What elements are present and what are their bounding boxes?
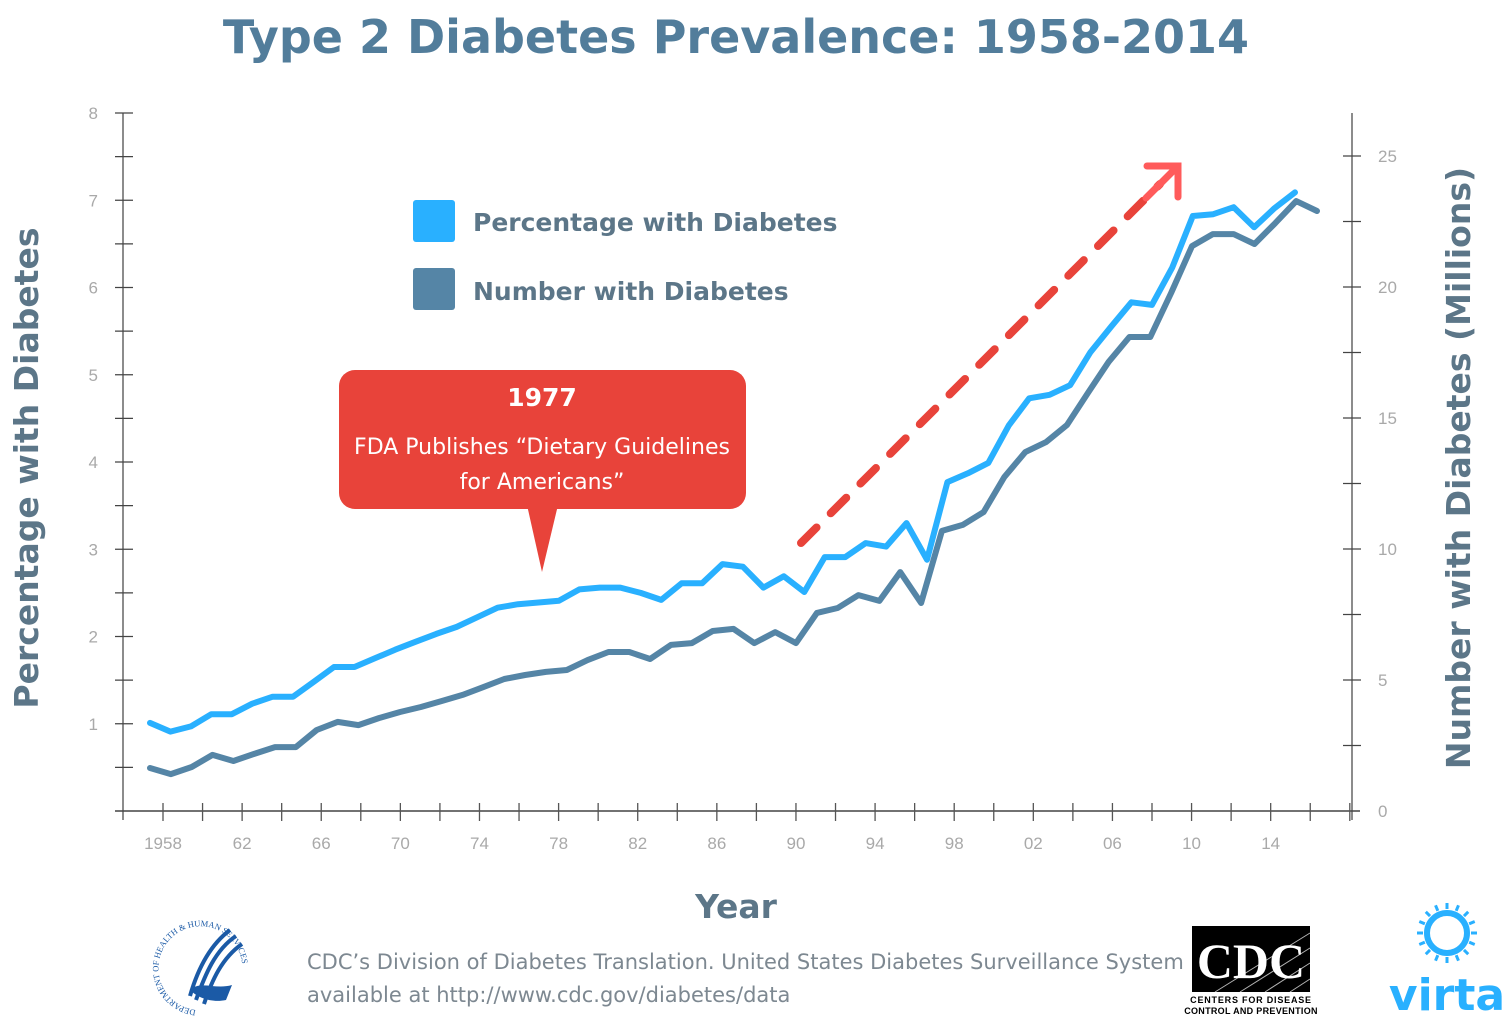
sun-ray (1424, 910, 1432, 918)
x-tick-label: 98 (945, 834, 964, 853)
y-left-tick-label: 8 (89, 104, 98, 123)
y-right-tick-labels: 0 5 10 15 20 25 (1378, 147, 1397, 821)
cdc-logo-sub2: CONTROL AND PREVENTION (1184, 1006, 1318, 1016)
callout-year: 1977 (507, 383, 577, 412)
x-tick-label: 06 (1103, 834, 1122, 853)
x-tick-label: 74 (470, 834, 489, 853)
y-left-tick-labels: 1 2 3 4 5 6 7 8 (89, 104, 98, 734)
callout-text-line2: for Americans” (460, 470, 625, 495)
x-tick-label: 66 (312, 834, 331, 853)
x-tick-labels: 1958 62 66 70 74 78 82 86 90 94 98 02 06 10 14 (144, 834, 1280, 853)
trend-arrow (797, 162, 1182, 547)
annotation-callout: 1977 FDA Publishes “Dietary Guidelines f… (339, 370, 746, 572)
legend-swatch-number (413, 268, 455, 310)
y-right-tick-label: 0 (1378, 802, 1387, 821)
cdc-logo-box (1192, 926, 1310, 992)
axes (115, 112, 1361, 821)
x-tick-label: 82 (628, 834, 647, 853)
cdc-logo-sub1: CENTERS FOR DISEASE (1190, 995, 1312, 1005)
source-line-2: available at http://www.cdc.gov/diabetes… (307, 983, 790, 1007)
y-right-tick-label: 25 (1378, 147, 1397, 166)
y-left-tick-label: 1 (89, 715, 98, 734)
virta-sun-icon (1417, 903, 1477, 963)
x-tick-label: 86 (707, 834, 726, 853)
y-right-tick-label: 5 (1378, 671, 1387, 690)
legend: Percentage with Diabetes Number with Dia… (413, 200, 838, 310)
y-right-tick-label: 20 (1378, 278, 1397, 297)
series-line-number (147, 198, 1320, 778)
sun-ray (1454, 904, 1460, 912)
y-right-tick-label: 15 (1378, 409, 1397, 428)
cdc-logo: CDC CENTERS FOR DISEASE CONTROL AND PREV… (1184, 926, 1318, 1016)
y-left-tick-label: 4 (89, 453, 98, 472)
source-line-1: CDC’s Division of Diabetes Translation. … (307, 950, 1184, 974)
sun-ray (1454, 954, 1460, 962)
cdc-logo-text: CDC (1197, 933, 1305, 989)
x-axis-label: Year (694, 887, 778, 926)
sun-ray (1468, 920, 1476, 926)
y-left-tick-label: 7 (89, 191, 98, 210)
virta-logo: virta (1389, 903, 1503, 1016)
y-left-tick-label: 3 (89, 540, 98, 559)
x-tick-label: 62 (233, 834, 252, 853)
legend-swatch-percentage (413, 200, 455, 242)
callout-text-line1: FDA Publishes “Dietary Guidelines (354, 435, 730, 460)
x-tick-label: 02 (1024, 834, 1043, 853)
y-right-axis-label: Number with Diabetes (Millions) (1439, 167, 1478, 769)
x-tick-label: 14 (1261, 834, 1280, 853)
x-tick-label: 10 (1182, 834, 1201, 853)
sun-ray (1424, 948, 1432, 956)
x-tick-label: 94 (866, 834, 885, 853)
sun-ray (1434, 954, 1440, 962)
legend-label-number: Number with Diabetes (473, 277, 789, 306)
sun-ray (1462, 948, 1470, 956)
sun-ray (1418, 940, 1426, 946)
series-lines (147, 189, 1320, 778)
chart-title: Type 2 Diabetes Prevalence: 1958-2014 (223, 10, 1249, 64)
y-left-tick-label: 6 (89, 279, 98, 298)
y-right-tick-label: 10 (1378, 540, 1397, 559)
x-tick-label: 78 (549, 834, 568, 853)
virta-logo-text: virta (1389, 970, 1503, 1016)
x-tick-label: 1958 (144, 834, 182, 853)
x-tick-label: 90 (786, 834, 805, 853)
trend-arrow-dashed-line (797, 180, 1164, 547)
sun-ray (1418, 920, 1426, 926)
trend-arrow-head-icon (1142, 162, 1182, 202)
legend-label-percentage: Percentage with Diabetes (473, 208, 838, 237)
series-line-percentage (147, 189, 1298, 735)
hhs-eagle-body (190, 985, 232, 1001)
callout-box (339, 370, 746, 509)
y-left-axis-label: Percentage with Diabetes (7, 227, 46, 708)
cdc-logo-rays (1214, 932, 1311, 993)
callout-pointer (527, 505, 558, 572)
sun-ray (1462, 910, 1470, 918)
x-tick-label: 70 (391, 834, 410, 853)
sun-ray (1468, 940, 1476, 946)
y-left-tick-label: 5 (89, 366, 98, 385)
sun-ray (1434, 904, 1440, 912)
y-left-tick-label: 2 (89, 628, 98, 647)
